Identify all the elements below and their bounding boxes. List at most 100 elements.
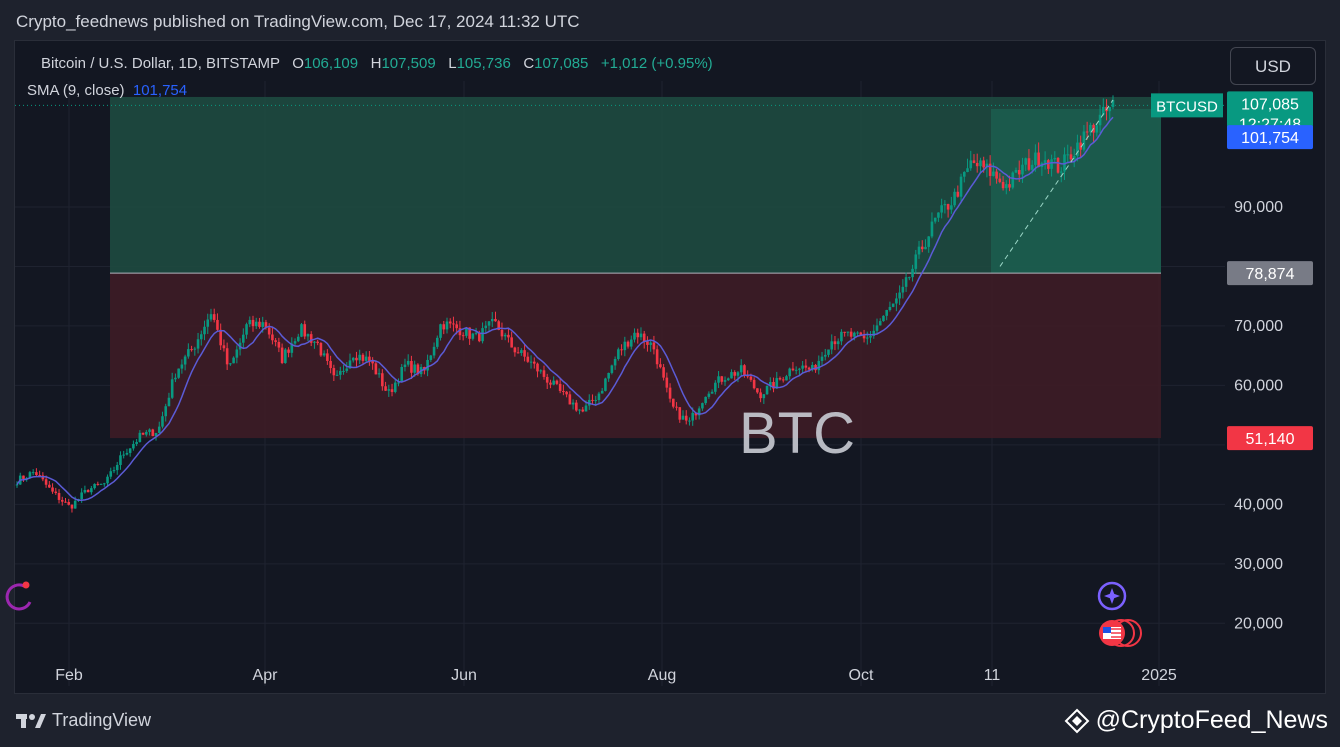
candle-body: [115, 464, 119, 471]
candle-body: [1066, 154, 1070, 156]
candle-body: [183, 356, 187, 365]
candle-body: [914, 254, 918, 269]
compass-icon[interactable]: [1097, 581, 1127, 611]
candle-body: [1001, 181, 1005, 189]
candle-body: [814, 364, 817, 371]
candle-body: [817, 360, 821, 371]
candle-body: [1050, 159, 1053, 169]
candle-body: [649, 342, 652, 345]
candle-body: [966, 168, 969, 173]
projection-zone: [991, 108, 1161, 274]
candle-body: [691, 412, 695, 421]
candle-body: [86, 490, 90, 493]
us-flag-icon[interactable]: [1099, 619, 1142, 647]
candle-body: [946, 204, 950, 210]
candle-body: [348, 360, 352, 369]
candle-body: [652, 342, 656, 350]
candle-body: [594, 400, 598, 402]
candle-body: [697, 408, 701, 416]
candle-body: [888, 306, 892, 311]
candle-body: [154, 432, 158, 437]
candle-body: [393, 382, 397, 392]
candle-body: [54, 491, 58, 493]
price-label-bg: [1227, 426, 1313, 451]
open-value: 106,109: [303, 55, 359, 72]
candle-body: [736, 372, 740, 376]
candle-body: [387, 389, 391, 391]
candle-body: [714, 382, 717, 392]
price-label-bg: [1227, 91, 1313, 136]
btc-overlay-text: BTC: [739, 401, 855, 466]
candle-body: [908, 277, 911, 279]
symbol-tag-text: BTCUSD: [1156, 98, 1218, 115]
candle-body: [83, 490, 87, 493]
candle-body: [830, 341, 834, 350]
candle-body: [164, 406, 168, 417]
candle-body: [694, 412, 698, 416]
price-label-bg: [1227, 261, 1313, 286]
candle-body: [258, 321, 261, 327]
candle-body: [461, 335, 465, 337]
candle-body: [975, 162, 979, 167]
candle-body: [465, 327, 468, 336]
legend-symbol[interactable]: Bitcoin / U.S. Dollar, 1D, BITSTAMP: [41, 55, 280, 72]
candle-body: [225, 348, 229, 365]
candle-body: [1047, 160, 1050, 169]
candle-body: [849, 331, 853, 337]
tradingview-brand[interactable]: TradingView: [16, 710, 151, 731]
high-value: 107,509: [381, 55, 436, 72]
candle-body: [620, 349, 623, 351]
candle-body: [604, 378, 607, 391]
candle-body: [545, 376, 549, 383]
candle-body: [639, 333, 643, 338]
candle-body: [1098, 114, 1102, 126]
candle-body: [468, 327, 471, 339]
candle-body: [300, 324, 303, 337]
watermark-text: @CryptoFeed_News: [1095, 706, 1328, 734]
candle-body: [119, 455, 122, 465]
candle-body: [193, 348, 197, 350]
flash-icon[interactable]: [4, 580, 34, 619]
candle-body: [206, 319, 210, 327]
candle-body: [358, 354, 362, 361]
candle-body: [752, 379, 756, 389]
candle-body: [242, 334, 245, 343]
candle-body: [833, 341, 837, 345]
published-header: Crypto_feednews published on TradingView…: [16, 12, 580, 31]
candle-body: [665, 377, 669, 388]
candle-body: [196, 339, 200, 349]
candle-body: [998, 178, 1002, 182]
candle-body: [768, 381, 772, 386]
candle-body: [781, 379, 785, 381]
candle-body: [132, 444, 135, 449]
candle-body: [762, 394, 766, 399]
candle-body: [455, 324, 458, 329]
candle-body: [1034, 152, 1037, 165]
y-tick-label: 70,000: [1234, 318, 1283, 335]
candle-body: [1008, 184, 1011, 188]
chart-panel[interactable]: BTC 20,000 30,000 40,000 60,000 70,000 90,000 F…: [14, 40, 1326, 694]
sma-legend[interactable]: SMA (9, close) 101,754: [27, 82, 187, 99]
candle-body: [381, 373, 384, 387]
candle-body: [1027, 158, 1031, 170]
candle-body: [555, 380, 559, 384]
candle-body: [232, 357, 235, 364]
price-chart[interactable]: BTC 20,000 30,000 40,000 60,000 70,000 90,000 F…: [15, 41, 1327, 695]
candle-body: [397, 382, 400, 384]
candle-body: [853, 332, 856, 337]
candle-body: [571, 402, 575, 405]
sma-label: SMA (9, close): [27, 82, 125, 99]
candle-body: [174, 377, 177, 380]
candle-body: [261, 322, 265, 327]
candle-body: [316, 341, 319, 343]
candle-body: [284, 349, 287, 364]
candle-body: [600, 390, 604, 394]
candle-body: [898, 292, 901, 299]
candle-body: [138, 432, 142, 442]
candle-body: [704, 396, 707, 404]
candle-body: [245, 324, 248, 335]
candle-body: [1072, 155, 1076, 160]
currency-button[interactable]: USD: [1230, 47, 1316, 85]
candle-body: [1059, 171, 1063, 173]
candle-body: [478, 332, 481, 342]
